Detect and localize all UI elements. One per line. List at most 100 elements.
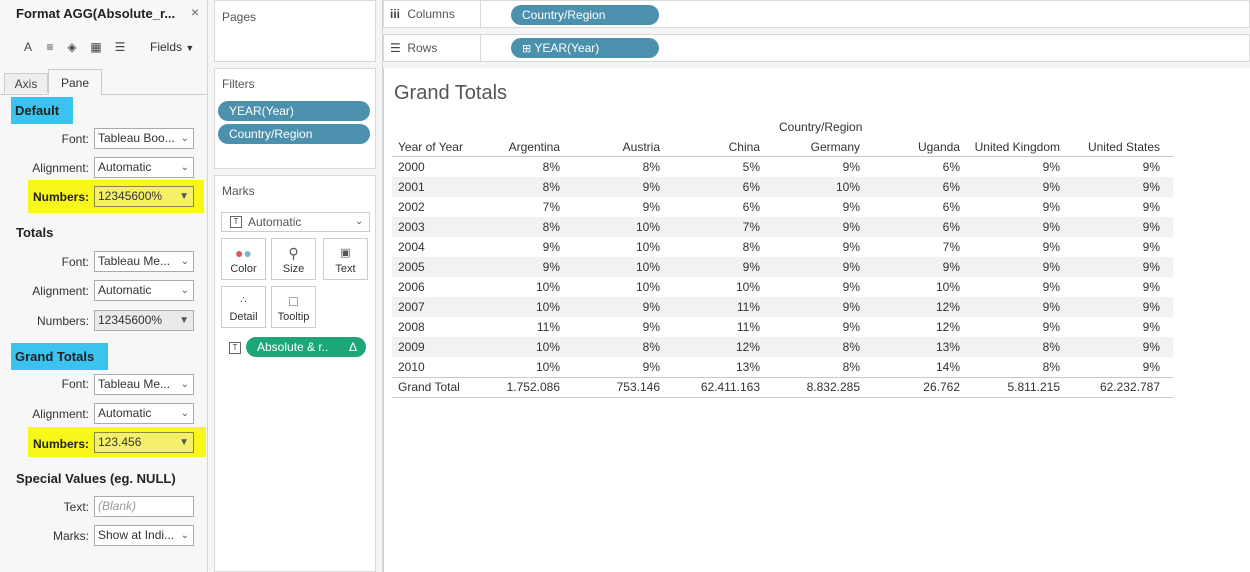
grand-totals-numbers-value: 123.456 — [98, 435, 142, 449]
pages-card[interactable]: Pages — [214, 0, 376, 62]
totals-numbers-label: Numbers: — [36, 314, 89, 328]
special-marks-value: Show at Indi... — [98, 528, 175, 542]
tooltip-button[interactable]: □ Tooltip — [271, 286, 316, 328]
table-cell: 7% — [942, 240, 960, 254]
row-band — [392, 217, 1173, 237]
table-cell: 10% — [535, 300, 560, 314]
size-button[interactable]: ⚲ Size — [271, 238, 316, 280]
filters-card[interactable]: Filters YEAR(Year) Country/Region — [214, 68, 376, 169]
rows-pill-year[interactable]: ⊞ YEAR(Year) — [511, 38, 659, 58]
grand-total-divider — [392, 377, 1173, 378]
chevron-down-icon: ⌄ — [180, 379, 189, 390]
row-year-label: 2004 — [398, 240, 425, 254]
column-header: United States — [1087, 140, 1160, 154]
table-cell: 13% — [735, 360, 760, 374]
row-band — [392, 297, 1173, 317]
row-year-label: 2006 — [398, 280, 425, 294]
rows-shelf[interactable]: ☰ Rows ⊞ YEAR(Year) — [383, 34, 1250, 62]
totals-font-label: Font: — [61, 255, 89, 269]
special-text-input[interactable]: (Blank) — [94, 496, 194, 517]
shelf-divider — [480, 35, 481, 61]
caret-down-icon: ▼ — [179, 191, 189, 202]
table-cell: 9% — [842, 220, 860, 234]
rows-icon: ☰ — [390, 41, 401, 55]
grand-total-cell: 1.752.086 — [506, 380, 560, 394]
grand-total-cell: 8.832.285 — [806, 380, 860, 394]
close-icon[interactable]: × — [191, 4, 200, 20]
columns-pill-country[interactable]: Country/Region — [511, 5, 659, 25]
default-alignment-dropdown[interactable]: Automatic ⌄ — [94, 157, 194, 178]
size-button-label: Size — [282, 263, 305, 275]
color-button[interactable]: ●● Color — [221, 238, 266, 280]
table-cell: 9% — [842, 240, 860, 254]
chevron-down-icon: ⌄ — [180, 256, 189, 267]
table-cell: 9% — [1042, 320, 1060, 334]
default-numbers-dropdown[interactable]: 12345600% ▼ — [94, 186, 194, 207]
table-cell: 8% — [842, 340, 860, 354]
default-font-label: Font: — [61, 132, 89, 146]
filters-card-title: Filters — [222, 77, 255, 91]
filter-pill-country[interactable]: Country/Region — [218, 124, 370, 144]
table-cell: 11% — [736, 300, 760, 314]
table-cell: 10% — [635, 220, 660, 234]
table-cell: 9% — [1042, 220, 1060, 234]
row-band — [392, 337, 1173, 357]
rows-label-text: Rows — [407, 41, 438, 55]
caret-down-icon: ▼ — [179, 437, 189, 448]
table-cell: 10% — [535, 280, 560, 294]
table-bottom-divider — [392, 397, 1173, 398]
totals-alignment-dropdown[interactable]: Automatic ⌄ — [94, 280, 194, 301]
table-cell: 10% — [835, 180, 860, 194]
grand-totals-numbers-dropdown[interactable]: 123.456 ▼ — [94, 432, 194, 453]
tab-pane[interactable]: Pane — [48, 69, 102, 95]
table-cell: 9% — [842, 280, 860, 294]
shading-format-icon[interactable]: ◈ — [67, 40, 77, 54]
alignment-format-icon[interactable]: ≡ — [46, 40, 54, 54]
table-cell: 9% — [1042, 280, 1060, 294]
text-button[interactable]: ▣ Text — [323, 238, 368, 280]
detail-button-label: Detail — [229, 311, 258, 323]
columns-shelf[interactable]: iii Columns Country/Region — [383, 0, 1250, 28]
default-font-value: Tableau Boo... — [98, 131, 175, 145]
columns-shelf-label: iii Columns — [390, 7, 480, 21]
grand-total-label: Grand Total — [398, 380, 460, 394]
fields-dropdown[interactable]: Fields ▼ — [150, 40, 194, 54]
tab-divider — [0, 94, 207, 95]
grand-total-cell: 5.811.215 — [1007, 380, 1061, 394]
mark-type-value: Automatic — [248, 215, 302, 229]
font-format-icon[interactable]: A — [23, 40, 32, 54]
caret-down-icon: ▼ — [185, 43, 195, 53]
mark-type-dropdown[interactable]: T Automatic ⌄ — [221, 212, 370, 232]
measure-pill[interactable]: Absolute & r.. Δ — [246, 337, 366, 357]
text-mark-icon: T — [230, 216, 242, 228]
totals-font-dropdown[interactable]: Tableau Me... ⌄ — [94, 251, 194, 272]
table-cell: 9% — [1142, 320, 1160, 334]
default-font-dropdown[interactable]: Tableau Boo... ⌄ — [94, 128, 194, 149]
table-cell: 9% — [642, 200, 660, 214]
tab-axis[interactable]: Axis — [4, 73, 48, 93]
table-cell: 9% — [1042, 180, 1060, 194]
totals-numbers-dropdown[interactable]: 12345600% ▼ — [94, 310, 194, 331]
borders-format-icon[interactable]: ▦ — [90, 40, 102, 54]
tooltip-icon: □ — [289, 293, 298, 309]
lines-format-icon[interactable]: ☰ — [114, 40, 126, 54]
table-cell: 9% — [642, 180, 660, 194]
grand-totals-font-dropdown[interactable]: Tableau Me... ⌄ — [94, 374, 194, 395]
chevron-down-icon: ⌄ — [180, 133, 189, 144]
pages-card-title: Pages — [222, 10, 257, 24]
table-cell: 8% — [542, 160, 560, 174]
grand-totals-alignment-dropdown[interactable]: Automatic ⌄ — [94, 403, 194, 424]
rows-shelf-label: ☰ Rows — [390, 41, 480, 55]
filter-pill-year[interactable]: YEAR(Year) — [218, 101, 370, 121]
grand-total-cell: 62.232.787 — [1099, 380, 1160, 394]
rows-pill-label: YEAR(Year) — [534, 41, 600, 55]
column-header: Argentina — [508, 140, 560, 154]
table-cell: 6% — [942, 160, 960, 174]
default-alignment-label: Alignment: — [32, 161, 89, 175]
table-cell: 10% — [935, 280, 960, 294]
table-cell: 9% — [842, 300, 860, 314]
cards-column: Pages Filters YEAR(Year) Country/Region … — [208, 0, 383, 572]
table-cell: 9% — [1142, 300, 1160, 314]
detail-button[interactable]: ∴ Detail — [221, 286, 266, 328]
special-marks-dropdown[interactable]: Show at Indi... ⌄ — [94, 525, 194, 546]
